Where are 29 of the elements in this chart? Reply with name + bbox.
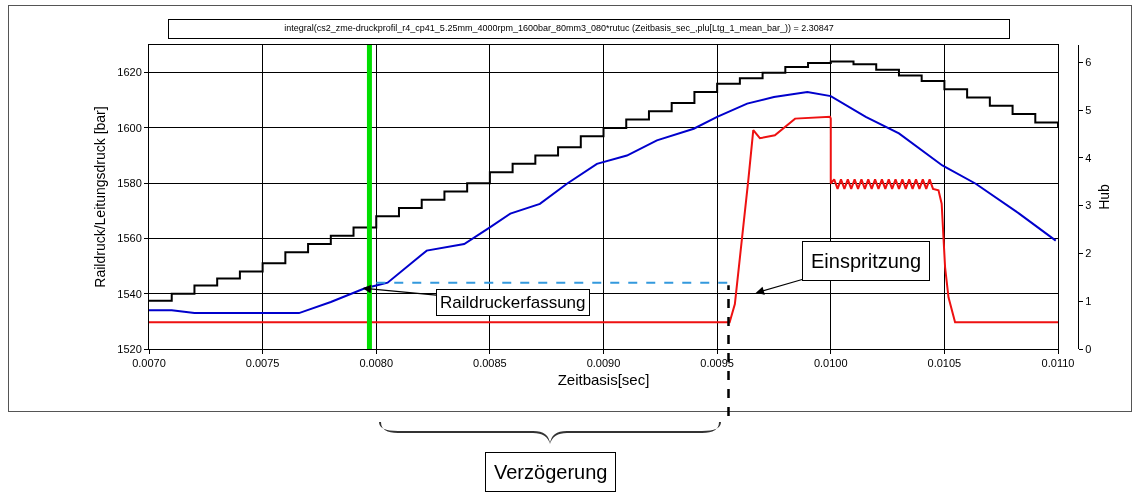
y2-axis-title: Hub (1095, 183, 1112, 210)
annotation: Einspritzung (811, 250, 922, 272)
y-tick-label: 1580 (117, 177, 142, 190)
x-tick-label: 0.0105 (927, 357, 962, 370)
x-tick-label: 0.0070 (132, 357, 166, 370)
x-tick-label: 0.0090 (586, 357, 621, 370)
x-tick-label: 0.0085 (473, 357, 507, 370)
x-tick-label: 0.0075 (245, 357, 280, 370)
y2-tick-label: 2 (1085, 247, 1092, 260)
y2-tick-label: 6 (1085, 56, 1092, 69)
annotation: Raildruckerfassung (440, 293, 586, 312)
x-axis-title: Zeitbasis[sec] (557, 371, 650, 389)
y2-tick-label: 1 (1085, 295, 1092, 308)
chart-title: integral(cs2_zme-druckprofil_r4_cp41_5.25mm_4000rpm_1600bar_80mm3_080*rutuc (Zeitbasis_sec_,plu[Ltg_1_mean_bar_)) = 2.30847 (284, 23, 834, 34)
text: Verzögerung (494, 461, 608, 483)
y2-tick-label: 3 (1085, 199, 1092, 212)
y2-tick-label: 5 (1085, 103, 1092, 116)
y-tick-label: 1520 (117, 342, 142, 355)
y2-tick-label: 4 (1085, 151, 1092, 164)
x-tick-label: 0.0080 (359, 357, 394, 370)
y-tick-label: 1540 (117, 287, 142, 300)
x-tick-label: 0.0095 (700, 357, 734, 370)
y-tick-label: 1560 (117, 232, 142, 245)
y-axis-title: Raildruck/Leitungsdruck [bar] (91, 106, 108, 288)
x-tick-label: 0.0110 (1041, 357, 1075, 370)
y-tick-label: 1620 (117, 66, 142, 79)
x-tick-label: 0.0100 (813, 357, 848, 370)
y2-tick-label: 0 (1085, 342, 1092, 355)
y-tick-label: 1600 (117, 121, 142, 134)
